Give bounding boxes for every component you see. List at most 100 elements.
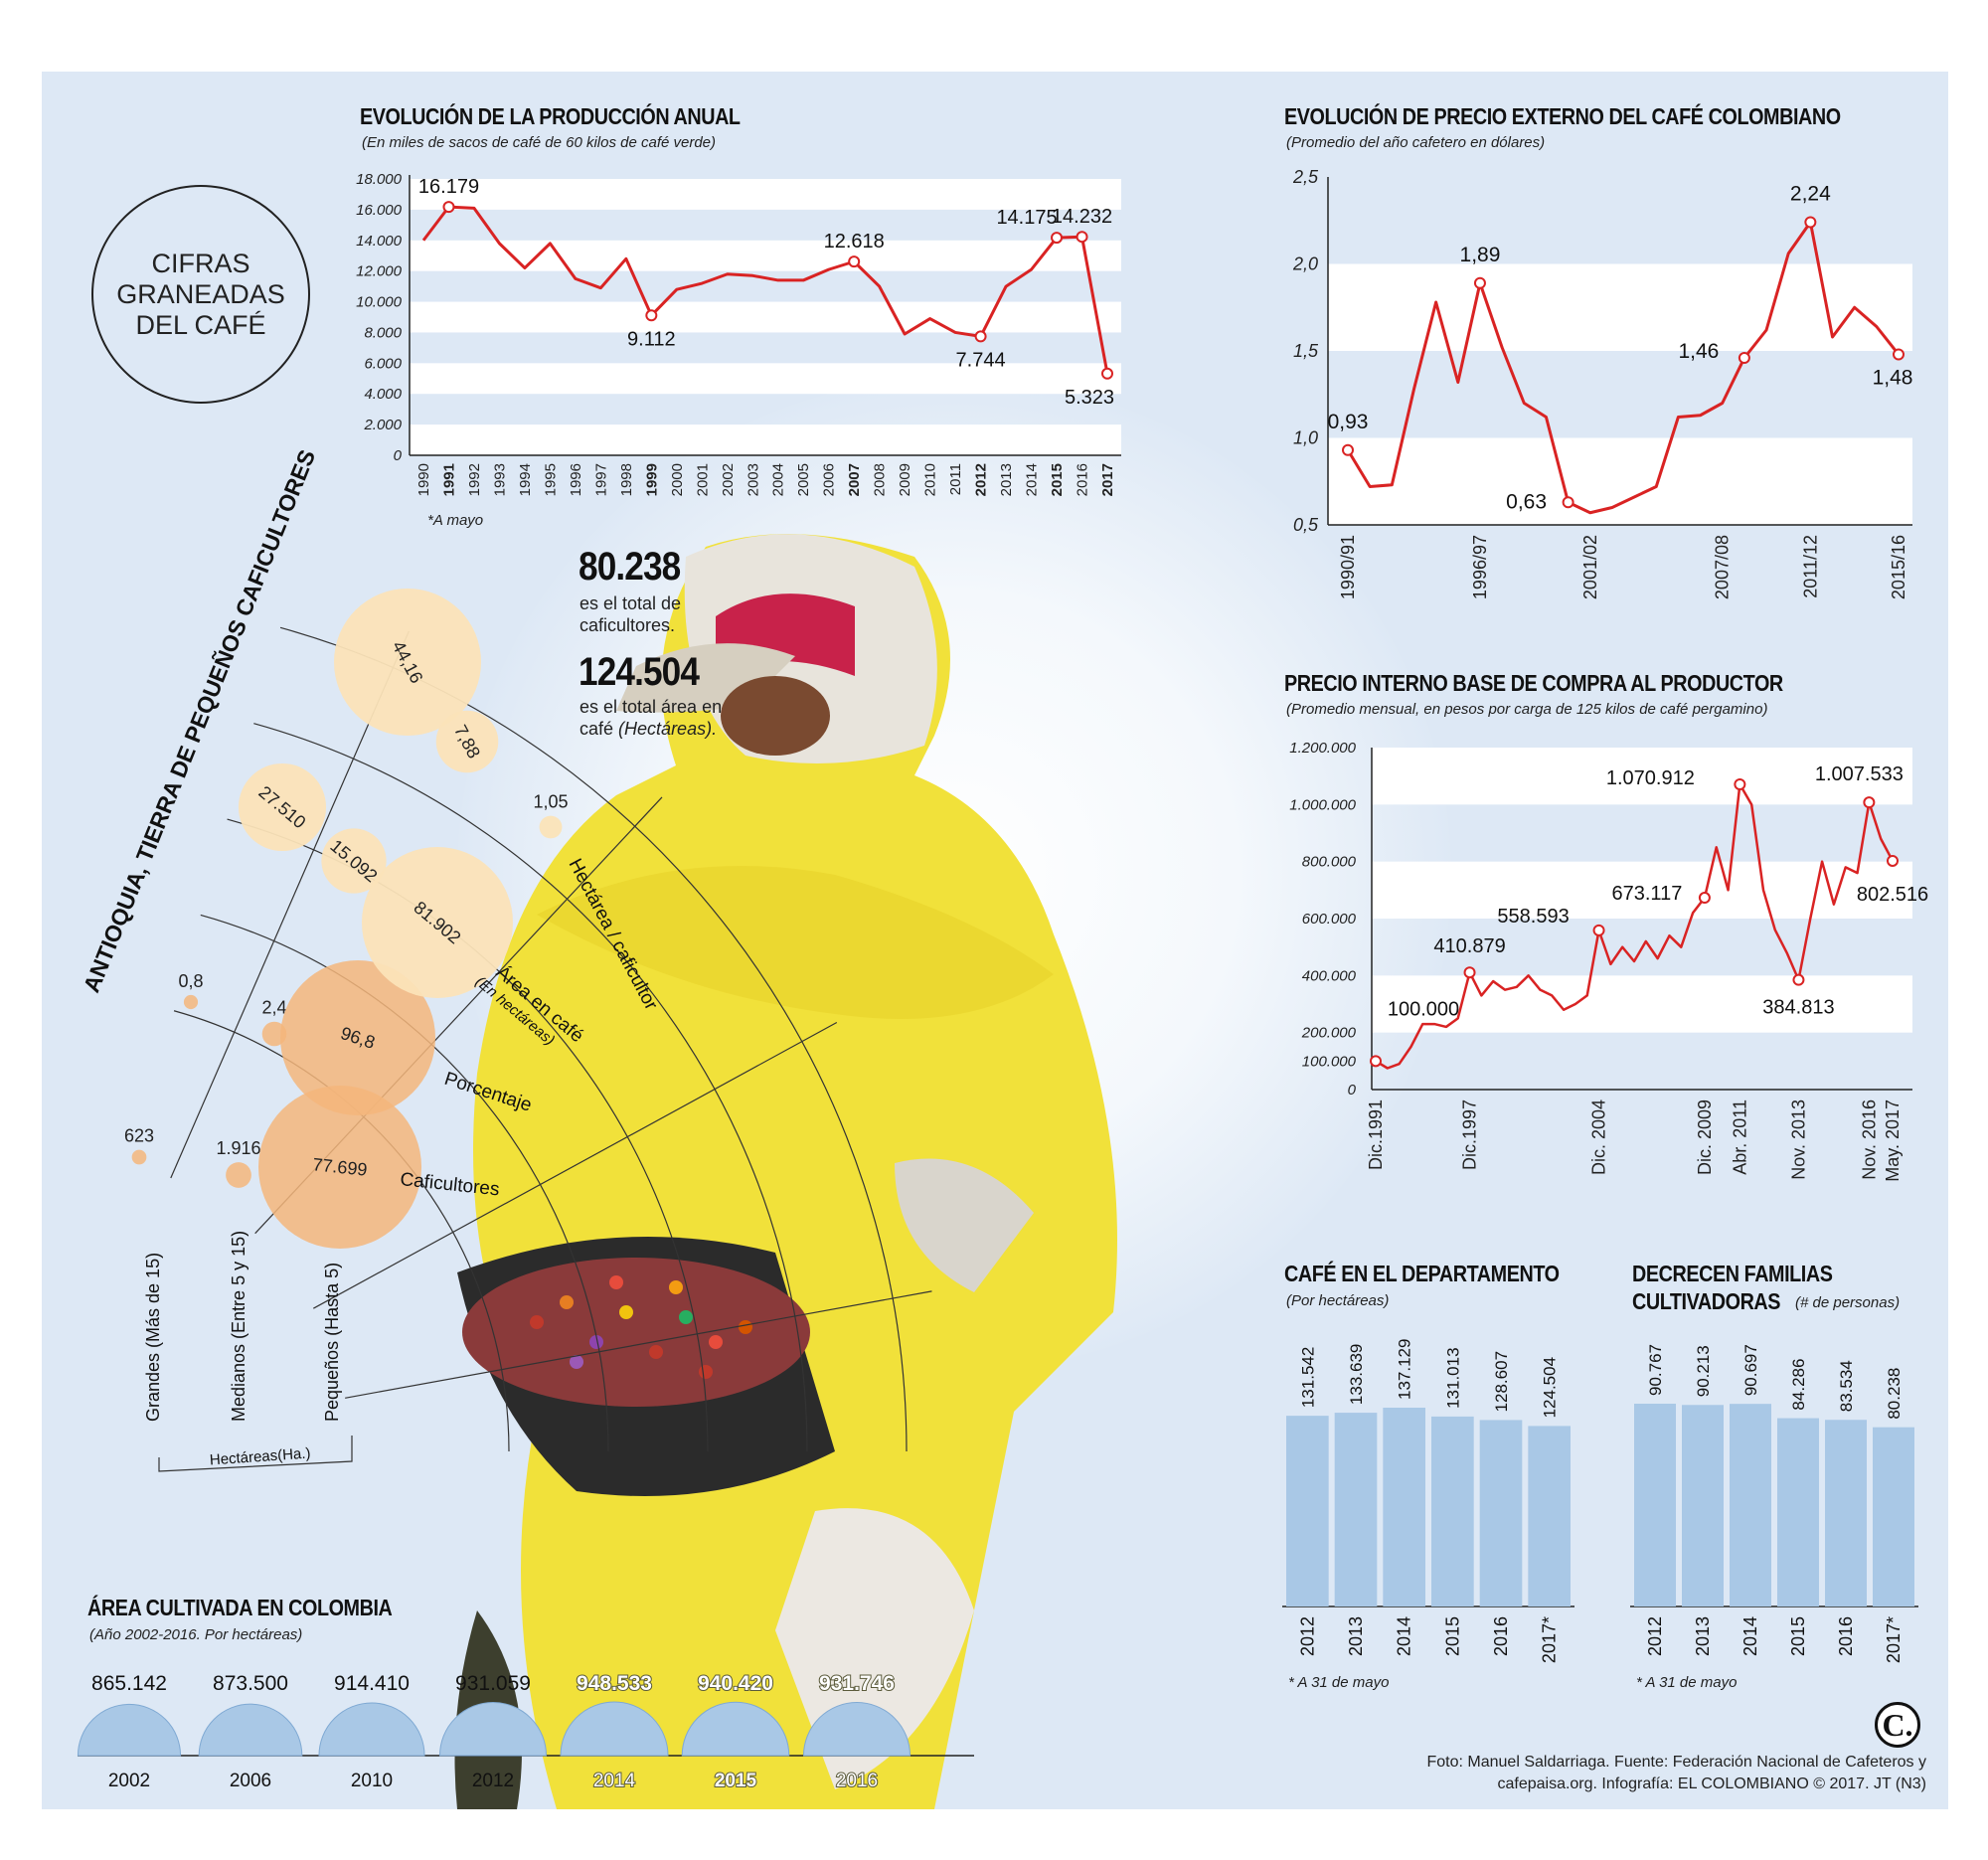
internal-price-point xyxy=(1370,1055,1382,1068)
bar xyxy=(1634,1404,1676,1606)
area-dome xyxy=(438,1702,548,1757)
fan-divider xyxy=(312,1021,838,1309)
internal-price-subtitle: (Promedio mensual, en pesos por carga de… xyxy=(1286,701,1768,718)
x-tick-label: 2016 xyxy=(1075,463,1091,496)
bubble xyxy=(280,960,435,1115)
bubble-value-label: 0,8 xyxy=(178,971,203,991)
area-year-label: 2015 xyxy=(715,1771,757,1791)
area-colombia-title: ÁREA CULTIVADA EN COLOMBIA xyxy=(87,1595,393,1620)
production-note: *A mayo xyxy=(427,512,484,529)
x-tick-label: Dic. 2004 xyxy=(1589,1099,1609,1175)
bar-value-label: 84.286 xyxy=(1789,1359,1808,1411)
grid-band xyxy=(410,179,1121,210)
area-year-label: 2014 xyxy=(593,1771,636,1791)
x-tick-label: 2017 xyxy=(1099,463,1116,496)
area-year-label: 2010 xyxy=(351,1771,393,1791)
bar-value-label: 128.607 xyxy=(1492,1351,1511,1412)
y-tick-label: 10.000 xyxy=(356,294,403,311)
area-dome xyxy=(77,1703,182,1757)
production-title: EVOLUCIÓN DE LA PRODUCCIÓN ANUAL xyxy=(360,103,741,129)
external-price-point xyxy=(1473,276,1486,289)
x-tick-label: 2014 xyxy=(1024,463,1041,496)
internal-price-point xyxy=(1592,924,1605,936)
bar xyxy=(1383,1408,1425,1606)
production-data-label: 12.618 xyxy=(824,231,885,253)
y-tick-label: 100.000 xyxy=(1302,1053,1357,1070)
production-point xyxy=(848,255,861,268)
external-price-point xyxy=(1804,216,1817,229)
bar-value-label: 131.013 xyxy=(1443,1347,1462,1408)
families-subtitle: (# de personas) xyxy=(1795,1294,1901,1311)
external-price-data-label: 2,24 xyxy=(1790,183,1831,206)
bubble xyxy=(334,589,481,736)
external-price-title: EVOLUCIÓN DE PRECIO EXTERNO DEL CAFÉ COL… xyxy=(1284,103,1841,129)
x-tick-label: Nov. 2013 xyxy=(1788,1099,1808,1180)
area-dome xyxy=(198,1703,303,1757)
external-price-line xyxy=(1346,221,1901,515)
el-colombiano-logo: C. xyxy=(1875,1702,1920,1748)
bar-category-label: 2012 xyxy=(1645,1616,1665,1656)
department-note: * A 31 de mayo xyxy=(1288,1674,1390,1691)
external-price-data-label: 1,46 xyxy=(1678,340,1719,363)
bubble-value-label: 1,05 xyxy=(533,792,568,812)
bar-value-label: 137.129 xyxy=(1396,1339,1414,1400)
bar-category-label: 2016 xyxy=(1491,1616,1511,1656)
bubble-value-label: 623 xyxy=(124,1126,154,1146)
grid-band xyxy=(410,363,1121,395)
x-tick-label: 2000 xyxy=(669,463,686,496)
credits-line-2: cafepaisa.org. Infografía: EL COLOMBIANO… xyxy=(1497,1775,1926,1792)
y-tick-label: 0,5 xyxy=(1293,515,1319,535)
x-tick-label: 2007 xyxy=(846,463,863,496)
bar xyxy=(1286,1416,1329,1606)
grid-band xyxy=(410,424,1121,455)
x-tick-label: 2015 xyxy=(1049,463,1066,496)
area-dome xyxy=(802,1701,911,1757)
y-tick-label: 6.000 xyxy=(364,355,402,372)
production-point xyxy=(974,330,987,343)
bubble xyxy=(362,847,513,998)
bar-value-label: 90.697 xyxy=(1741,1344,1760,1396)
y-tick-label: 4.000 xyxy=(364,386,402,403)
x-tick-label: Nov. 2016 xyxy=(1859,1099,1879,1180)
x-tick-label: 2001 xyxy=(694,463,711,496)
internal-price-line xyxy=(1375,782,1895,1070)
x-tick-label: 1992 xyxy=(466,463,483,496)
internal-price-data-label: 410.879 xyxy=(1433,935,1505,957)
department-title: CAFÉ EN EL DEPARTAMENTO xyxy=(1284,1261,1560,1286)
y-tick-label: 1.200.000 xyxy=(1289,740,1356,757)
external-price-data-label: 1,48 xyxy=(1873,367,1913,390)
bubble-value-label: 1.916 xyxy=(216,1138,260,1158)
internal-price-point xyxy=(1463,966,1476,979)
bubble xyxy=(226,1162,251,1188)
area-year-label: 2002 xyxy=(108,1771,150,1791)
bar-category-label: 2013 xyxy=(1693,1616,1713,1656)
grid-band xyxy=(1372,748,1912,805)
x-tick-label: 2011 xyxy=(947,463,964,495)
x-tick-label: 1995 xyxy=(542,463,559,496)
bubble-value-label: 2,4 xyxy=(261,998,286,1018)
x-tick-label: 1990/91 xyxy=(1338,535,1358,599)
internal-price-data-label: 558.593 xyxy=(1497,906,1569,928)
production-data-label: 7.744 xyxy=(956,349,1006,371)
bar-value-label: 124.504 xyxy=(1541,1357,1560,1418)
fan-arc xyxy=(200,914,609,1452)
bubble xyxy=(539,815,563,839)
x-tick-label: 1998 xyxy=(618,463,635,496)
x-tick-label: 2001/02 xyxy=(1580,535,1600,599)
area-dome xyxy=(318,1702,425,1757)
grid-band xyxy=(1372,861,1912,919)
bar xyxy=(1873,1427,1914,1606)
x-tick-label: 1996 xyxy=(568,463,584,496)
internal-price-point xyxy=(1792,973,1805,986)
bar-category-label: 2013 xyxy=(1346,1616,1366,1656)
bubble xyxy=(238,762,327,852)
area-value-label: 940.420 xyxy=(698,1672,773,1695)
y-tick-label: 1,5 xyxy=(1293,341,1319,361)
internal-price-data-label: 384.813 xyxy=(1762,997,1834,1019)
group-label: Grandes (Más de 15) xyxy=(143,1253,163,1422)
bubble xyxy=(131,1149,147,1165)
